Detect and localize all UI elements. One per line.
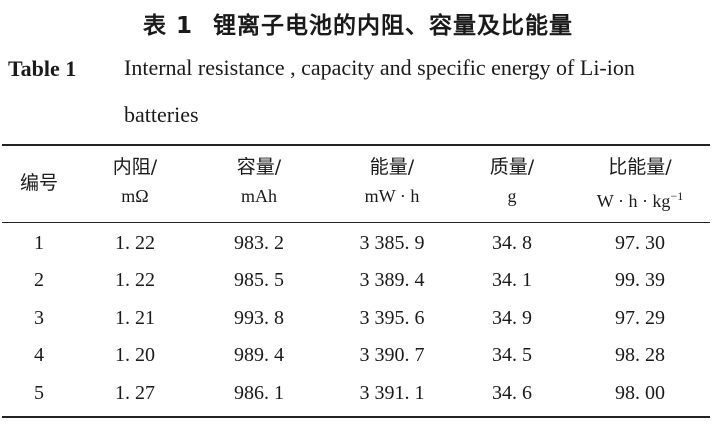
table-title-cn-text: 锂离子电池的内阻、容量及比能量 [213,13,573,39]
header-mass-label: 质量/ [489,156,535,178]
table-top-rule [2,144,710,146]
table-cell-energy: 3 390. 7 [359,344,425,366]
table-cell-mass: 34. 8 [492,232,532,254]
header-specific-energy-label: 比能量/ [608,156,672,178]
table-cell-resistance: 1. 21 [115,307,155,329]
specific-energy-unit-exponent: −1 [670,189,684,203]
table-cell-resistance: 1. 22 [115,269,155,291]
table-cell-specific-energy: 98. 00 [615,382,665,404]
table-cell-mass: 34. 9 [492,307,532,329]
table-number-en: Table 1 [8,56,77,81]
header-energy: 能量/ mW · h [322,152,462,210]
table-cell-energy: 3 395. 6 [359,307,425,329]
header-id: 编号 [0,168,78,198]
table-number-cn: 表 1 [142,13,193,39]
table-cell-specific-energy: 98. 28 [615,344,665,366]
header-mass-unit: g [507,186,517,206]
header-specific-energy-unit: W · h · kg−1 [570,182,710,211]
table-cell-id: 3 [34,307,44,329]
table-cell-specific-energy: 97. 29 [615,307,665,329]
header-resistance: 内阻/ mΩ [80,152,190,210]
header-mass: 质量/ g [462,152,562,210]
specific-energy-unit-base: W · h · kg [596,191,671,211]
header-resistance-unit: mΩ [121,186,149,206]
header-specific-energy: 比能量/ W · h · kg−1 [570,152,710,211]
table-cell-mass: 34. 6 [492,382,532,404]
header-resistance-label: 内阻/ [112,156,158,178]
table-cell-capacity: 983. 2 [234,232,284,254]
table-cell-capacity: 989. 4 [234,344,284,366]
table-cell-id: 1 [34,232,44,254]
header-energy-unit: mW · h [364,186,420,206]
table-cell-resistance: 1. 27 [115,382,155,404]
table-cell-specific-energy: 99. 39 [615,269,665,291]
table-cell-resistance: 1. 20 [115,344,155,366]
table-cell-energy: 3 389. 4 [359,269,425,291]
table-cell-capacity: 985. 5 [234,269,284,291]
table-cell-capacity: 986. 1 [234,382,284,404]
table-cell-mass: 34. 1 [492,269,532,291]
header-id-label: 编号 [19,172,58,194]
table-cell-resistance: 1. 22 [115,232,155,254]
table-cell-energy: 3 385. 9 [359,232,425,254]
table-cell-specific-energy: 97. 30 [615,232,665,254]
table-title-cn: 表 1 锂离子电池的内阻、容量及比能量 [0,6,716,40]
table-header-rule [2,222,710,223]
table-cell-mass: 34. 5 [492,344,532,366]
table-cell-energy: 3 391. 1 [359,382,425,404]
table-bottom-rule [2,416,710,418]
header-energy-label: 能量/ [369,156,415,178]
table-cell-id: 4 [34,344,44,366]
table-caption-en: Internal resistance , capacity and speci… [124,55,635,127]
header-capacity-label: 容量/ [236,156,282,178]
header-capacity-unit: mAh [241,186,277,206]
header-capacity: 容量/ mAh [203,152,315,210]
table-cell-capacity: 993. 8 [234,307,284,329]
table-cell-id: 2 [34,269,44,291]
table-cell-id: 5 [34,382,44,404]
